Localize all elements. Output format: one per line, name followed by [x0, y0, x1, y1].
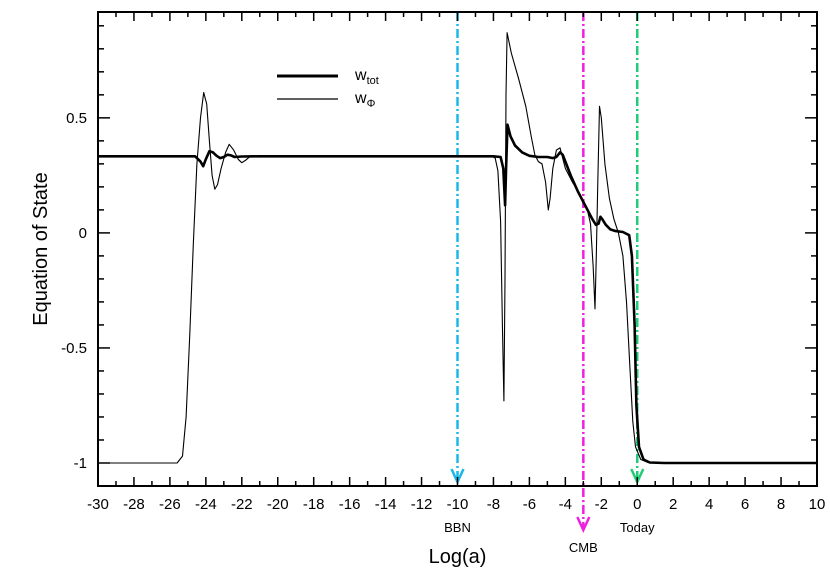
marker-label-today: Today	[620, 520, 655, 535]
x-tick-label: -4	[559, 496, 572, 513]
y-tick-label: 0	[79, 225, 87, 242]
x-tick-label: -6	[523, 496, 536, 513]
x-tick-label: 6	[741, 496, 749, 513]
marker-arrow-cmb	[576, 516, 591, 533]
series-line-w-phi	[98, 32, 817, 464]
x-tick-label: -12	[411, 496, 433, 513]
series-line-w-tot	[98, 123, 817, 465]
x-tick-label: -2	[595, 496, 608, 513]
x-tick-label: 8	[777, 496, 785, 513]
legend-label-subscript: tot	[367, 75, 379, 87]
x-tick-label: -16	[339, 496, 361, 513]
legend: wtot wΦ	[277, 67, 379, 110]
marker-label-cmb: CMB	[569, 540, 598, 555]
x-tick-label: 2	[669, 496, 677, 513]
y-axis-title: Equation of State	[30, 172, 52, 325]
x-tick-label: -22	[231, 496, 253, 513]
x-tick-label: -14	[375, 496, 397, 513]
x-tick-label: 0	[633, 496, 641, 513]
x-tick-label: -26	[159, 496, 181, 513]
legend-label-subscript: Φ	[367, 98, 376, 110]
y-tick-label: -0.5	[61, 340, 87, 357]
legend-label: wΦ	[354, 90, 376, 110]
marker-label-bbn: BBN	[444, 520, 471, 535]
x-tick-label: -10	[447, 496, 469, 513]
x-tick-label: -30	[87, 496, 109, 513]
legend-label: wtot	[354, 67, 379, 87]
x-tick-label: 10	[809, 496, 826, 513]
y-tick-label: -1	[74, 455, 87, 472]
y-tick-label: 0.5	[66, 110, 87, 127]
x-tick-label: -24	[195, 496, 217, 513]
x-tick-label: -20	[267, 496, 289, 513]
x-tick-label: -8	[487, 496, 500, 513]
x-tick-label: 4	[705, 496, 713, 513]
x-tick-label: -28	[123, 496, 145, 513]
x-tick-label: -18	[303, 496, 325, 513]
x-axis-title: Log(a)	[429, 546, 487, 568]
